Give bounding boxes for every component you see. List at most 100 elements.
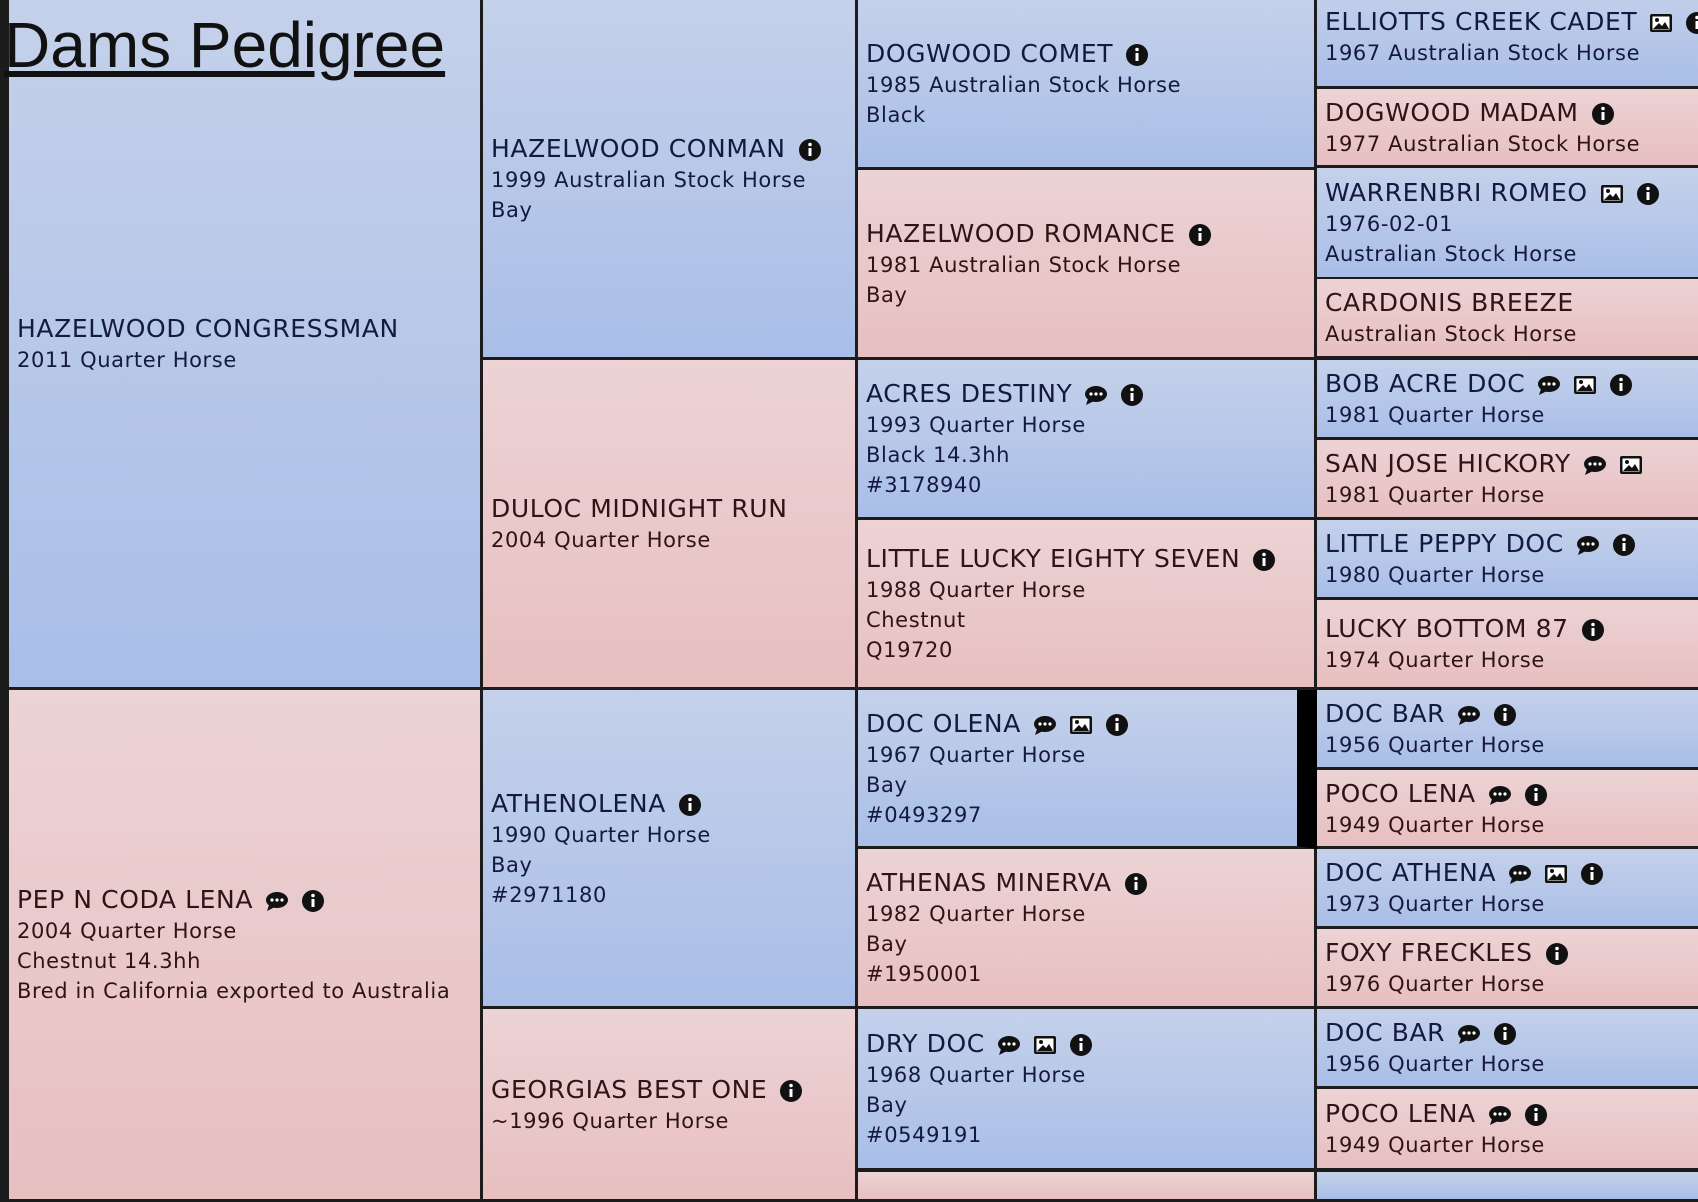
comment-icon[interactable]: [1537, 373, 1561, 397]
horse-info: SAN JOSE HICKORY 1981 Quarter Horse: [1317, 447, 1698, 510]
info-icon[interactable]: [1636, 182, 1660, 206]
horse-detail: 1985 Australian Stock Horse: [866, 73, 1182, 97]
horse-name[interactable]: DOGWOOD MADAM: [1325, 97, 1579, 127]
comment-icon[interactable]: [265, 889, 289, 913]
horse-detail: 1973 Quarter Horse: [1325, 892, 1545, 916]
horse-info: DULOC MIDNIGHT RUN 2004 Quarter Horse: [483, 492, 855, 555]
horse-name[interactable]: ATHENAS MINERVA: [866, 868, 1112, 897]
info-icon[interactable]: [1252, 548, 1276, 572]
image-icon[interactable]: [1544, 862, 1568, 886]
horse-detail: 1949 Quarter Horse: [1325, 1133, 1545, 1157]
horse-name[interactable]: DOGWOOD COMET: [866, 39, 1114, 68]
info-icon[interactable]: [1105, 713, 1129, 737]
horse-name[interactable]: PEP N CODA LENA: [17, 885, 254, 914]
horse-detail: 1990 Quarter Horse: [491, 822, 711, 847]
horse-name[interactable]: HAZELWOOD ROMANCE: [866, 219, 1176, 248]
horse-name[interactable]: LITTLE LUCKY EIGHTY SEVEN: [866, 544, 1241, 573]
horse-name[interactable]: HAZELWOOD CONMAN: [491, 134, 786, 163]
info-icon[interactable]: [1580, 862, 1604, 886]
horse-name[interactable]: DOC BAR: [1325, 699, 1446, 728]
image-icon[interactable]: [1069, 713, 1093, 737]
info-icon[interactable]: [1493, 703, 1517, 727]
horse-name[interactable]: LITTLE PEPPY DOC: [1325, 529, 1564, 558]
horse-name[interactable]: LUCKY BOTTOM 87: [1325, 614, 1569, 643]
horse-detail: 2004 Quarter Horse: [491, 528, 711, 552]
horse-detail: 1976 Quarter Horse: [1325, 972, 1545, 996]
image-icon[interactable]: [1649, 11, 1673, 35]
horse-name-row: LUCKY BOTTOM 87: [1325, 612, 1698, 645]
horse-name[interactable]: DOC BAR: [1325, 1018, 1446, 1047]
info-icon[interactable]: [1612, 533, 1636, 557]
info-icon[interactable]: [301, 889, 325, 913]
image-icon[interactable]: [1573, 373, 1597, 397]
horse-detail: Black 14.3hh: [866, 443, 1011, 467]
horse-name[interactable]: POCO LENA: [1325, 1099, 1476, 1128]
image-icon[interactable]: [1600, 182, 1624, 206]
info-icon[interactable]: [678, 793, 702, 817]
horse-name[interactable]: CARDONIS BREEZE: [1325, 288, 1574, 317]
horse-info: LUCKY BOTTOM 87 1974 Quarter Horse: [1317, 612, 1698, 675]
horse-name[interactable]: POCO LENA: [1325, 778, 1476, 808]
horse-info: ELLIOTTS CREEK CADET 1967 Australian Stoc…: [1317, 5, 1698, 68]
info-icon[interactable]: [1524, 1103, 1548, 1127]
horse-detail: #0549191: [866, 1123, 982, 1147]
horse-name[interactable]: DOC ATHENA: [1325, 858, 1497, 887]
comment-icon[interactable]: [1576, 533, 1600, 557]
horse-name[interactable]: FOXY FRECKLES: [1325, 938, 1533, 967]
info-icon[interactable]: [1120, 383, 1144, 407]
horse-name[interactable]: ACRES DESTINY: [866, 379, 1073, 408]
info-icon[interactable]: [779, 1079, 803, 1103]
info-icon[interactable]: [1188, 223, 1212, 247]
horse-detail: 1988 Quarter Horse: [866, 578, 1086, 602]
horse-name[interactable]: DULOC MIDNIGHT RUN: [491, 494, 788, 523]
horse-name-row: DRY DOC: [866, 1027, 1306, 1060]
horse-name[interactable]: DRY DOC: [866, 1029, 985, 1058]
horse-name-row: ATHENAS MINERVA: [866, 866, 1306, 899]
horse-name[interactable]: WARRENBRI ROMEO: [1325, 178, 1588, 207]
horse-name-row: ACRES DESTINY: [866, 377, 1306, 410]
comment-icon[interactable]: [1033, 713, 1057, 737]
comment-icon[interactable]: [1508, 862, 1532, 886]
horse-info: DOGWOOD COMET 1985 Australian Stock Horse…: [858, 37, 1314, 130]
info-icon[interactable]: [1545, 942, 1569, 966]
horse-name[interactable]: ATHENOLENA: [491, 788, 666, 818]
horse-cell: HAZELWOOD CONMAN 1999 Australian Stock Ho…: [483, 0, 858, 360]
image-icon[interactable]: [1033, 1033, 1057, 1057]
info-icon[interactable]: [1069, 1033, 1093, 1057]
image-icon[interactable]: [1619, 453, 1643, 477]
comment-icon[interactable]: [1488, 783, 1512, 807]
horse-cell: DOC BAR 1956 Quarter Horse: [1317, 1009, 1698, 1089]
horse-name[interactable]: ELLIOTTS CREEK CADET: [1325, 7, 1638, 36]
horse-detail: 1956 Quarter Horse: [1325, 733, 1545, 757]
horse-detail: #1950001: [866, 962, 982, 986]
comment-icon[interactable]: [1084, 383, 1108, 407]
comment-icon[interactable]: [1583, 453, 1607, 477]
comment-icon[interactable]: [997, 1033, 1021, 1057]
horse-info: ATHENAS MINERVA 1982 Quarter Horse Bay #195…: [858, 866, 1314, 989]
info-icon[interactable]: [1493, 1022, 1517, 1046]
horse-detail: 1967 Australian Stock Horse: [1325, 41, 1641, 65]
horse-cell: POCO LENA 1949 Quarter Horse: [1317, 770, 1698, 849]
horse-name[interactable]: GEORGIAS BEST ONE: [491, 1074, 768, 1104]
horse-cell: ELLIOTTS CREEK CADET 1967 Australian Stoc…: [1317, 0, 1698, 89]
horse-detail: 1982 Quarter Horse: [866, 902, 1086, 926]
horse-name[interactable]: HAZELWOOD CONGRESSMAN: [17, 314, 399, 343]
info-icon[interactable]: [1581, 618, 1605, 642]
horse-name-row: DOC OLENA: [866, 707, 1289, 740]
info-icon[interactable]: [1124, 872, 1148, 896]
horse-name[interactable]: DOC OLENA: [866, 708, 1021, 738]
horse-info: CARDONIS BREEZE Australian Stock Horse: [1317, 286, 1698, 349]
info-icon[interactable]: [1125, 43, 1149, 67]
comment-icon[interactable]: [1457, 703, 1481, 727]
info-icon[interactable]: [798, 138, 822, 162]
comment-icon[interactable]: [1457, 1022, 1481, 1046]
horse-detail: Bay: [491, 852, 533, 877]
horse-cell: HAZELWOOD CONGRESSMAN 2011 Quarter Horse: [9, 0, 483, 690]
info-icon[interactable]: [1524, 783, 1548, 807]
comment-icon[interactable]: [1488, 1103, 1512, 1127]
horse-name[interactable]: SAN JOSE HICKORY: [1325, 449, 1571, 478]
info-icon[interactable]: [1685, 11, 1698, 35]
info-icon[interactable]: [1591, 102, 1615, 126]
info-icon[interactable]: [1609, 373, 1633, 397]
horse-name[interactable]: BOB ACRE DOC: [1325, 369, 1526, 398]
